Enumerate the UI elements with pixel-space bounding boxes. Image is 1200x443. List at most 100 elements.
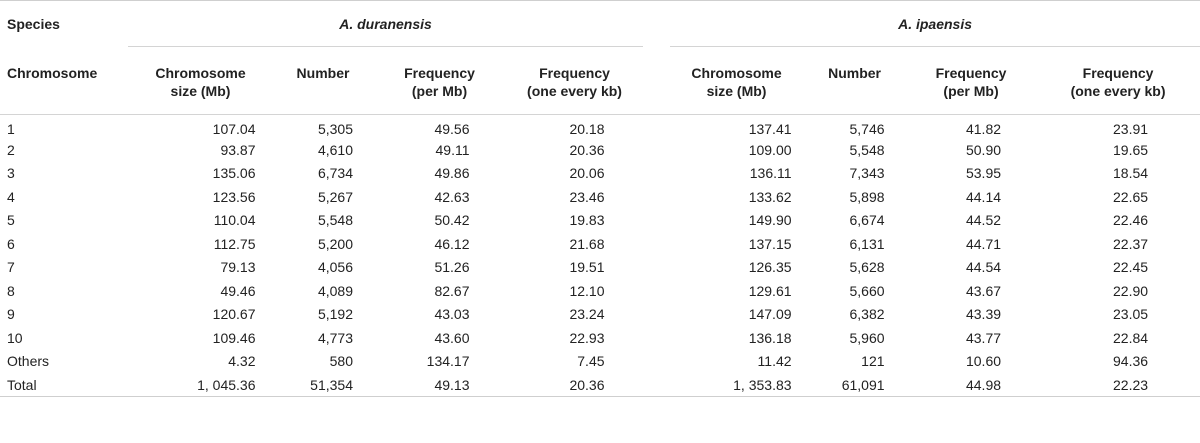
a-number-cell: 4,773 bbox=[317, 329, 353, 346]
a-freq-mb-cell: 82.67 bbox=[434, 282, 470, 299]
a-number-cell: 4,610 bbox=[317, 141, 353, 158]
a-freq-mb-cell: 43.03 bbox=[434, 306, 470, 323]
table-row: 4 123.56 5,267 42.63 23.46 133.62 5,898 44.14 22… bbox=[0, 185, 1200, 209]
b-freq-mb-cell: 50.90 bbox=[965, 141, 1002, 158]
b-number-cell: 7,343 bbox=[849, 165, 885, 182]
a-freq-mb-cell: 50.42 bbox=[434, 212, 470, 229]
chromosome-cell: 5 bbox=[7, 212, 15, 229]
a-freq-kb-cell: 7.45 bbox=[577, 353, 605, 370]
b-number-cell: 6,674 bbox=[849, 212, 885, 229]
table-row: 9 120.67 5,192 43.03 23.24 147.09 6,382 43.39 23… bbox=[0, 303, 1200, 327]
a-freq-kb-cell: 23.46 bbox=[569, 188, 605, 205]
a-size-cell: 135.06 bbox=[212, 165, 256, 182]
a-size-cell: 120.67 bbox=[212, 306, 256, 323]
a-freq-kb-cell: 20.36 bbox=[569, 141, 605, 158]
b-size-cell: 136.18 bbox=[748, 329, 792, 346]
b-freq-kb-cell: 23.05 bbox=[1113, 306, 1149, 323]
spacer bbox=[643, 185, 670, 209]
chromosome-cell: 2 bbox=[7, 141, 15, 158]
b-size-cell: 109.00 bbox=[748, 141, 792, 158]
b-freq-kb-header: Frequency (one every kb) bbox=[1070, 65, 1166, 99]
a-number-cell: 5,192 bbox=[317, 306, 353, 323]
b-number-cell: 6,131 bbox=[849, 235, 885, 252]
a-number-cell: 51,354 bbox=[310, 376, 353, 393]
a-size-cell: 110.04 bbox=[213, 212, 256, 229]
b-number-cell: 5,746 bbox=[849, 120, 885, 137]
b-freq-kb-cell: 94.36 bbox=[1113, 353, 1149, 370]
b-freq-mb-cell: 43.39 bbox=[965, 306, 1002, 323]
a-number-cell: 5,200 bbox=[317, 235, 353, 252]
a-size-header: Chromosome size (Mb) bbox=[155, 65, 246, 99]
b-size-cell: 129.61 bbox=[748, 282, 792, 299]
b-freq-mb-cell: 44.14 bbox=[965, 188, 1002, 205]
a-freq-kb-cell: 19.51 bbox=[569, 259, 605, 276]
ssr-frequency-table: Species A. duranensis A. ipaensis Chromo… bbox=[0, 0, 1200, 397]
table-row: 5 110.04 5,548 50.42 19.83 149.90 6,674 44.52 22… bbox=[0, 209, 1200, 233]
a-size-cell: 93.87 bbox=[220, 141, 256, 158]
table-row: 6 112.75 5,200 46.12 21.68 137.15 6,131 44.71 22… bbox=[0, 232, 1200, 256]
a-size-cell: 1, 045.36 bbox=[197, 376, 256, 393]
a-freq-kb-cell: 20.36 bbox=[569, 376, 605, 393]
chromosome-cell: 1 bbox=[7, 120, 15, 137]
b-number-cell: 5,660 bbox=[849, 282, 885, 299]
b-freq-mb-header: Frequency (per Mb) bbox=[935, 65, 1007, 99]
column-header-row: Chromosome Chromosome size (Mb) Number Fr… bbox=[0, 47, 1200, 115]
b-freq-mb-cell: 44.54 bbox=[965, 259, 1002, 276]
b-size-cell: 133.62 bbox=[748, 188, 792, 205]
b-freq-mb-cell: 43.77 bbox=[965, 329, 1002, 346]
a-freq-mb-cell: 49.13 bbox=[434, 376, 470, 393]
species-label: Species bbox=[7, 15, 60, 32]
a-freq-kb-header: Frequency (one every kb) bbox=[527, 65, 622, 99]
a-size-cell: 107.04 bbox=[212, 120, 256, 137]
chromosome-cell: 8 bbox=[7, 282, 15, 299]
a-number-cell: 5,267 bbox=[317, 188, 353, 205]
a-freq-mb-cell: 49.56 bbox=[434, 120, 470, 137]
spacer bbox=[643, 115, 670, 139]
spacer bbox=[643, 303, 670, 327]
b-size-cell: 137.41 bbox=[748, 120, 792, 137]
a-freq-mb-cell: 51.26 bbox=[434, 259, 470, 276]
a-freq-mb-cell: 42.63 bbox=[434, 188, 470, 205]
spacer bbox=[643, 350, 670, 374]
b-freq-mb-cell: 44.52 bbox=[965, 212, 1002, 229]
chromosome-cell: 6 bbox=[7, 235, 15, 252]
a-freq-kb-cell: 21.68 bbox=[569, 235, 605, 252]
b-size-header: Chromosome size (Mb) bbox=[691, 65, 782, 99]
table-row: Total 1, 045.36 51,354 49.13 20.36 1, 353.83 6… bbox=[0, 373, 1200, 397]
b-freq-kb-cell: 19.65 bbox=[1113, 141, 1149, 158]
table-row: 3 135.06 6,734 49.86 20.06 136.11 7,343 53.95 18… bbox=[0, 162, 1200, 186]
a-size-cell: 4.32 bbox=[228, 353, 256, 370]
spacer bbox=[643, 209, 670, 233]
a-freq-mb-cell: 49.86 bbox=[434, 165, 470, 182]
table-row: 2 93.87 4,610 49.11 20.36 109.00 5,548 50.90 19.… bbox=[0, 138, 1200, 162]
species-header-row: Species A. duranensis A. ipaensis bbox=[0, 0, 1200, 47]
b-number-cell: 61,091 bbox=[841, 376, 885, 393]
spacer bbox=[643, 162, 670, 186]
table-row: 8 49.46 4,089 82.67 12.10 129.61 5,660 43.67 22.… bbox=[0, 279, 1200, 303]
a-number-cell: 580 bbox=[329, 353, 353, 370]
b-size-cell: 136.11 bbox=[749, 165, 792, 182]
b-number-header: Number bbox=[828, 65, 881, 81]
b-number-cell: 121 bbox=[861, 353, 885, 370]
a-freq-kb-cell: 12.10 bbox=[569, 282, 605, 299]
b-freq-kb-cell: 23.91 bbox=[1113, 120, 1149, 137]
b-freq-mb-cell: 53.95 bbox=[965, 165, 1002, 182]
species-b-name: A. ipaensis bbox=[670, 0, 1200, 47]
b-freq-kb-cell: 22.65 bbox=[1113, 188, 1149, 205]
b-freq-mb-cell: 43.67 bbox=[965, 282, 1002, 299]
b-number-cell: 5,628 bbox=[849, 259, 885, 276]
spacer bbox=[643, 232, 670, 256]
a-freq-mb-cell: 134.17 bbox=[426, 353, 470, 370]
species-a-name: A. duranensis bbox=[128, 0, 644, 47]
chromosome-cell: 4 bbox=[7, 188, 15, 205]
chromosome-cell: 10 bbox=[7, 329, 23, 346]
b-freq-kb-cell: 18.54 bbox=[1113, 165, 1149, 182]
b-size-cell: 149.90 bbox=[748, 212, 792, 229]
chromosome-cell: Total bbox=[7, 376, 37, 393]
a-freq-mb-cell: 49.11 bbox=[435, 141, 470, 158]
table-row: Others 4.32 580 134.17 7.45 11.42 121 10.60 94.3… bbox=[0, 350, 1200, 374]
a-freq-kb-cell: 23.24 bbox=[569, 306, 605, 323]
a-size-cell: 123.56 bbox=[212, 188, 256, 205]
a-size-cell: 79.13 bbox=[220, 259, 256, 276]
b-freq-mb-cell: 44.98 bbox=[965, 376, 1002, 393]
